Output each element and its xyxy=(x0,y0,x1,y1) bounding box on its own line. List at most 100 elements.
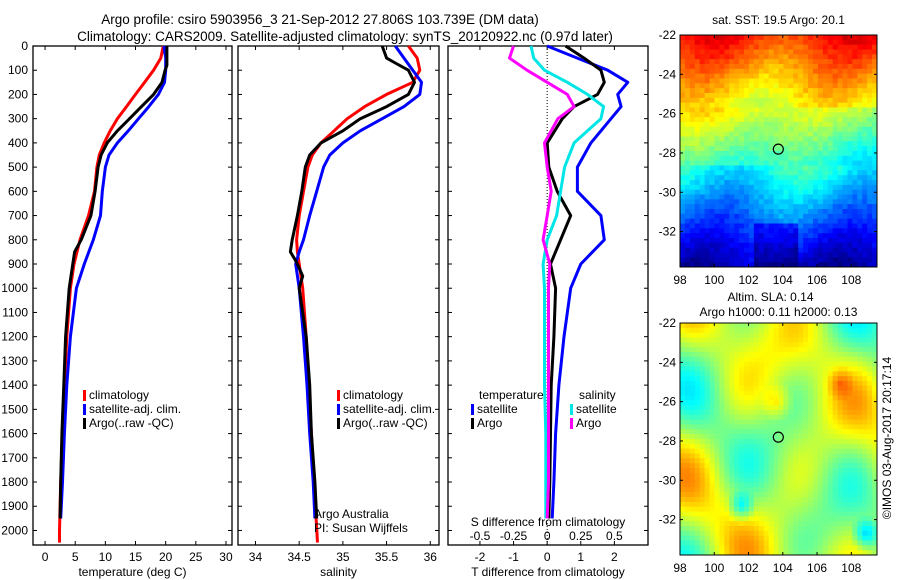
heatmap-cell xyxy=(803,501,809,508)
heatmap-cell xyxy=(694,448,701,454)
heatmap-cell xyxy=(729,59,735,65)
heatmap-cell xyxy=(842,165,848,171)
heatmap-cell xyxy=(862,141,868,147)
heatmap-cell xyxy=(709,366,715,372)
y-tick-label: 1800 xyxy=(1,475,28,489)
heatmap-cell xyxy=(788,550,794,556)
heatmap-cell xyxy=(714,405,720,411)
heatmap-cell xyxy=(862,59,868,65)
heatmap-cell xyxy=(680,492,686,498)
heatmap-cell xyxy=(847,180,853,186)
heatmap-cell xyxy=(734,376,740,382)
heatmap-cell xyxy=(734,497,740,503)
heatmap-cell xyxy=(714,83,720,89)
heatmap-cell xyxy=(753,482,760,488)
heatmap-cell xyxy=(768,59,774,65)
heatmap-cell xyxy=(862,526,868,532)
heatmap-cell xyxy=(837,540,843,546)
heatmap-cell xyxy=(753,170,760,176)
heatmap-cell xyxy=(758,477,765,483)
heatmap-cell xyxy=(827,97,834,104)
heatmap-cell xyxy=(783,155,789,162)
heatmap-cell xyxy=(773,395,779,401)
heatmap-cell xyxy=(753,424,760,430)
heatmap-cell xyxy=(689,112,696,118)
heatmap-cell xyxy=(857,141,863,147)
heatmap-cell xyxy=(857,550,863,556)
heatmap-cell xyxy=(812,189,819,195)
heatmap-cell xyxy=(857,117,863,123)
heatmap-cell xyxy=(684,352,691,358)
heatmap-cell xyxy=(739,39,745,46)
heatmap-cell xyxy=(753,44,760,50)
heatmap-cell xyxy=(842,122,848,128)
y-tick-label: -22 xyxy=(659,316,677,330)
heatmap-cell xyxy=(680,487,686,493)
heatmap-cell xyxy=(842,131,848,137)
heatmap-cell xyxy=(808,356,814,363)
heatmap-cell xyxy=(847,78,853,84)
heatmap-cell xyxy=(709,526,715,532)
heatmap-cell xyxy=(827,400,834,406)
heatmap-cell xyxy=(827,252,834,258)
heatmap-cell xyxy=(758,501,765,508)
heatmap-cell xyxy=(778,165,784,171)
heatmap-cell xyxy=(719,376,725,382)
heatmap-cell xyxy=(808,463,814,469)
heatmap-cell xyxy=(709,184,715,191)
heatmap-cell xyxy=(857,337,863,343)
heatmap-cell xyxy=(867,184,873,191)
heatmap-cell xyxy=(842,453,848,459)
heatmap-cell xyxy=(812,218,819,224)
heatmap-cell xyxy=(798,122,804,128)
heatmap-cell xyxy=(719,73,725,79)
heatmap-cell xyxy=(758,88,765,94)
heatmap-cell xyxy=(832,131,838,137)
heatmap-cell xyxy=(812,102,819,108)
heatmap-cell xyxy=(758,59,765,65)
heatmap-cell xyxy=(817,395,824,401)
heatmap-cell xyxy=(699,400,706,406)
heatmap-cell xyxy=(694,189,701,195)
heatmap-cell xyxy=(763,184,770,191)
heatmap-cell xyxy=(709,180,715,186)
heatmap-cell xyxy=(729,511,735,517)
heatmap-cell xyxy=(827,194,834,200)
heatmap-cell xyxy=(847,448,853,454)
heatmap-cell xyxy=(748,366,755,372)
heatmap-cell xyxy=(867,126,873,133)
heatmap-cell xyxy=(827,228,834,234)
heatmap-cell xyxy=(857,332,863,338)
heatmap-cell xyxy=(857,102,863,108)
heatmap-cell xyxy=(872,257,878,263)
heatmap-cell xyxy=(699,443,706,450)
heatmap-cell xyxy=(798,204,804,210)
heatmap-cell xyxy=(778,54,784,60)
heatmap-cell xyxy=(729,228,735,234)
heatmap-cell xyxy=(748,175,755,181)
heatmap-cell xyxy=(694,199,701,205)
heatmap-cell xyxy=(832,39,838,46)
heatmap-cell xyxy=(793,184,799,191)
heatmap-cell xyxy=(744,395,750,401)
heatmap-cell xyxy=(689,228,696,234)
heatmap-cell xyxy=(793,199,799,205)
heatmap-cell xyxy=(778,204,784,210)
heatmap-cell xyxy=(758,482,765,488)
heatmap-cell xyxy=(827,136,834,142)
heatmap-cell xyxy=(812,327,819,334)
heatmap-cell xyxy=(689,218,696,224)
heatmap-cell xyxy=(798,54,804,60)
heatmap-cell xyxy=(704,184,710,191)
heatmap-cell xyxy=(852,400,858,406)
heatmap-cell xyxy=(773,233,779,239)
heatmap-cell xyxy=(773,487,779,493)
heatmap-cell xyxy=(758,521,765,527)
heatmap-cell xyxy=(788,506,794,512)
heatmap-cell xyxy=(778,257,784,263)
heatmap-cell xyxy=(763,477,770,483)
heatmap-cell xyxy=(753,395,760,401)
heatmap-cell xyxy=(803,117,809,123)
heatmap-cell xyxy=(803,472,809,479)
heatmap-cell xyxy=(773,257,779,263)
